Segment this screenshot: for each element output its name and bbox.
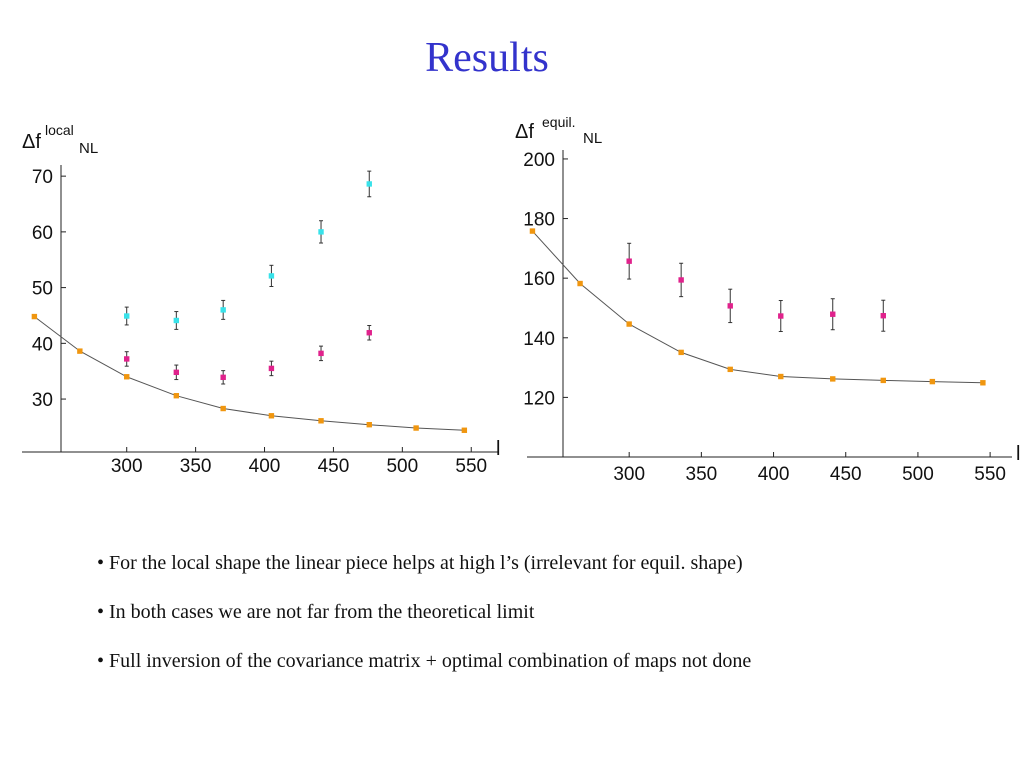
chart-equil-series-0-point (678, 349, 684, 356)
chart-equil-series-1-point (626, 258, 632, 264)
chart-local-xtick-label: 450 (318, 456, 350, 477)
chart-equil-series-0-point (980, 380, 986, 386)
chart-equil-series-1-point (727, 303, 733, 309)
bullet-list: • For the local shape the linear piece h… (97, 548, 751, 695)
chart-local-series-1-point (220, 374, 226, 381)
chart-equil-series-0-point (929, 378, 936, 385)
bullet-item: • In both cases we are not far from the … (97, 601, 535, 623)
chart-equil-series-0-point (626, 321, 632, 327)
chart-local-series-1-point (173, 369, 180, 376)
chart-equil-series-1-point (830, 311, 836, 317)
chart-equil-ylabel-main: Δf (515, 121, 534, 143)
chart-equil-series-0-point (880, 377, 886, 384)
chart-local-ylabel-sup: local (45, 122, 74, 138)
chart-local-series-1-point (318, 350, 324, 357)
chart-local-series-0-point (31, 313, 38, 320)
chart-equil: Δf equil. NL l 300 350 400 450 500 550 120 140 1… (515, 114, 1020, 485)
chart-local-series-2-point (318, 229, 324, 235)
chart-local-xtick-label: 400 (249, 456, 281, 477)
chart-equil-series-0-line (532, 230, 983, 384)
chart-local-series-0-point (366, 421, 372, 428)
chart-equil-xtick-label: 350 (686, 464, 718, 485)
chart-equil-xtick-label: 550 (974, 464, 1006, 485)
chart-local-series-2-point (124, 313, 130, 319)
chart-local-ytick-label: 50 (32, 279, 53, 300)
bullet-text: For the local shape the linear piece hel… (109, 552, 743, 574)
chart-equil-ytick-label: 120 (523, 388, 555, 409)
chart-local-series-2-point (268, 273, 275, 279)
chart-local-xlabel: l (496, 438, 500, 460)
chart-local-series-2-point (173, 317, 180, 324)
chart-equil-series-0-point (830, 376, 836, 382)
chart-local-series-0-point (220, 405, 226, 412)
chart-local-ytick-label: 70 (32, 167, 53, 188)
chart-local-xtick-label: 550 (455, 456, 487, 477)
bullet-item: • Full inversion of the covariance matri… (97, 650, 752, 672)
chart-equil-xtick-label: 300 (613, 464, 645, 485)
chart-local-series-1-point (268, 365, 275, 372)
chart-local-ytick-label: 30 (32, 390, 53, 411)
chart-local-series-1-point (124, 356, 130, 362)
chart-equil-xtick-label: 450 (830, 464, 862, 485)
chart-equil-ytick-label: 160 (523, 269, 555, 290)
chart-equil-ytick-label: 200 (523, 150, 555, 171)
chart-equil-ytick-label: 140 (523, 329, 555, 350)
chart-equil-ylabel-sub: NL (583, 130, 602, 147)
chart-equil-series-0-point (529, 228, 536, 234)
chart-equil-series-1-point (880, 313, 886, 319)
slide-title: Results (425, 35, 549, 81)
chart-local-xtick-label: 500 (386, 456, 418, 477)
chart-equil-xtick-label: 400 (758, 464, 790, 485)
chart-local-xtick-label: 300 (111, 456, 143, 477)
chart-equil-series-0-point (778, 373, 784, 380)
chart-local: Δf local NL l 300 350 400 450 500 550 30 40 50 60… (22, 122, 500, 477)
svg-text:Δf: Δf (22, 131, 41, 153)
chart-local-series-2-point (366, 181, 372, 187)
chart-local-series-0-point (461, 427, 468, 433)
chart-equil-ylabel-sup: equil. (542, 114, 575, 130)
chart-local-xtick-label: 350 (180, 456, 212, 477)
chart-local-series-0-line (34, 316, 465, 431)
bullet-text: Full inversion of the covariance matrix … (109, 650, 752, 672)
chart-equil-series-1-point (778, 313, 784, 319)
svg-text:Δf: Δf (515, 121, 534, 143)
chart-equil-xlabel: l (1016, 443, 1020, 465)
chart-local-series-0-point (173, 393, 180, 399)
chart-equil-ytick-label: 180 (523, 210, 555, 231)
chart-equil-series-0-point (577, 280, 583, 287)
chart-equil-series-1-point (678, 277, 684, 283)
chart-local-series-1-point (366, 330, 372, 336)
bullet-item: • For the local shape the linear piece h… (97, 552, 743, 574)
chart-local-ylabel-sub: NL (79, 140, 98, 157)
bullet-text: In both cases we are not far from the th… (109, 601, 535, 623)
charts-svg: Δf local NL l 300 350 400 450 500 550 30 40 50 60… (22, 114, 1020, 485)
chart-local-series-0-point (77, 348, 83, 354)
chart-equil-series-0-point (727, 366, 733, 373)
chart-local-ylabel-main: Δf (22, 131, 41, 153)
chart-local-series-2-point (220, 307, 226, 313)
chart-local-series-0-point (318, 418, 324, 424)
chart-local-ytick-label: 40 (32, 334, 53, 355)
chart-equil-xtick-label: 500 (902, 464, 934, 485)
chart-local-series-0-point (268, 413, 275, 419)
chart-local-series-0-point (413, 425, 419, 431)
chart-local-ytick-label: 60 (32, 223, 53, 244)
chart-local-series-0-point (124, 374, 130, 380)
